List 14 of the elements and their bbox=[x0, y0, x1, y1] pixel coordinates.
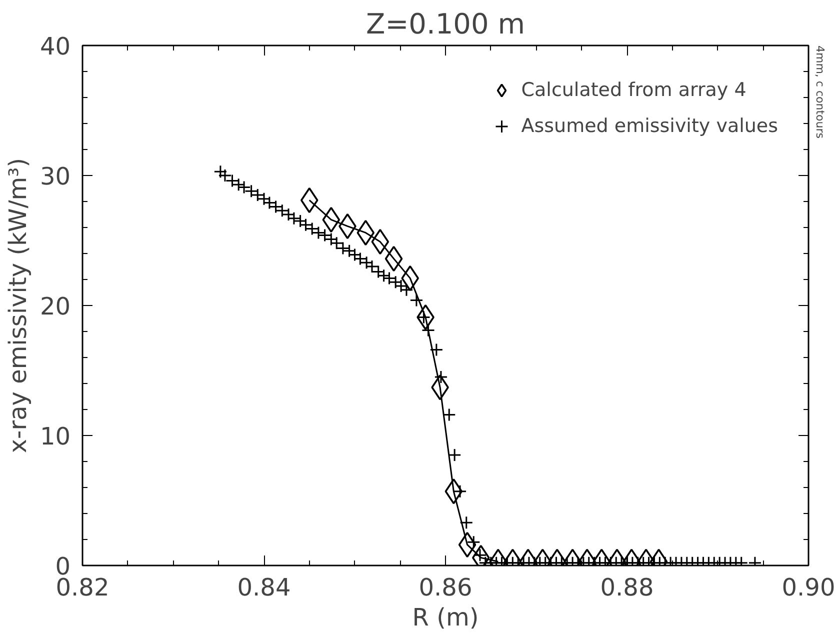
y-tick-label: 20 bbox=[40, 292, 71, 320]
legend-label: Calculated from array 4 bbox=[521, 79, 746, 101]
y-tick-label: 10 bbox=[40, 422, 71, 450]
x-tick-label: 0.88 bbox=[600, 574, 654, 602]
x-axis-title: R (m) bbox=[412, 604, 479, 632]
legend-label: Assumed emissivity values bbox=[521, 115, 778, 137]
x-tick-label: 0.86 bbox=[418, 574, 472, 602]
y-axis-title: x-ray emissivity (kW/m³) bbox=[4, 158, 32, 454]
chart-title: Z=0.100 m bbox=[366, 8, 525, 40]
x-tick-label: 0.90 bbox=[782, 574, 836, 602]
y-tick-label: 30 bbox=[40, 162, 71, 190]
y-tick-label: 40 bbox=[40, 32, 71, 60]
x-tick-label: 0.84 bbox=[237, 574, 291, 602]
text: 4mm, c contours bbox=[814, 46, 826, 139]
